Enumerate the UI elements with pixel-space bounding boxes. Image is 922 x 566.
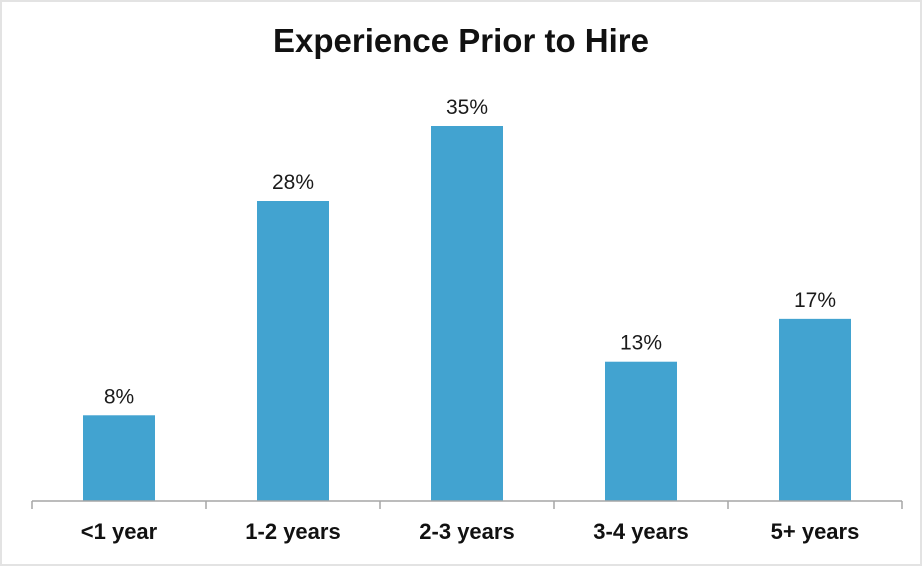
bar [431, 126, 503, 501]
bars-layer [83, 126, 851, 501]
x-tick-label: 2-3 years [419, 519, 514, 544]
x-axis [31, 500, 903, 509]
chart-title: Experience Prior to Hire [273, 22, 649, 59]
x-tick-label: 5+ years [771, 519, 860, 544]
bar [257, 201, 329, 501]
x-tick-label: <1 year [81, 519, 158, 544]
data-label: 13% [620, 332, 662, 355]
labels-layer: 8% <1 year 28% 1-2 years 35% 2-3 years 13% 3-4 … [81, 96, 860, 544]
bar [83, 415, 155, 501]
data-label: 35% [446, 96, 488, 119]
data-label: 8% [104, 385, 134, 408]
data-label: 17% [794, 289, 836, 312]
bar [605, 361, 677, 501]
x-tick-label: 1-2 years [245, 519, 340, 544]
data-label: 28% [272, 171, 314, 194]
x-tick-label: 3-4 years [593, 519, 688, 544]
bar [779, 318, 851, 501]
